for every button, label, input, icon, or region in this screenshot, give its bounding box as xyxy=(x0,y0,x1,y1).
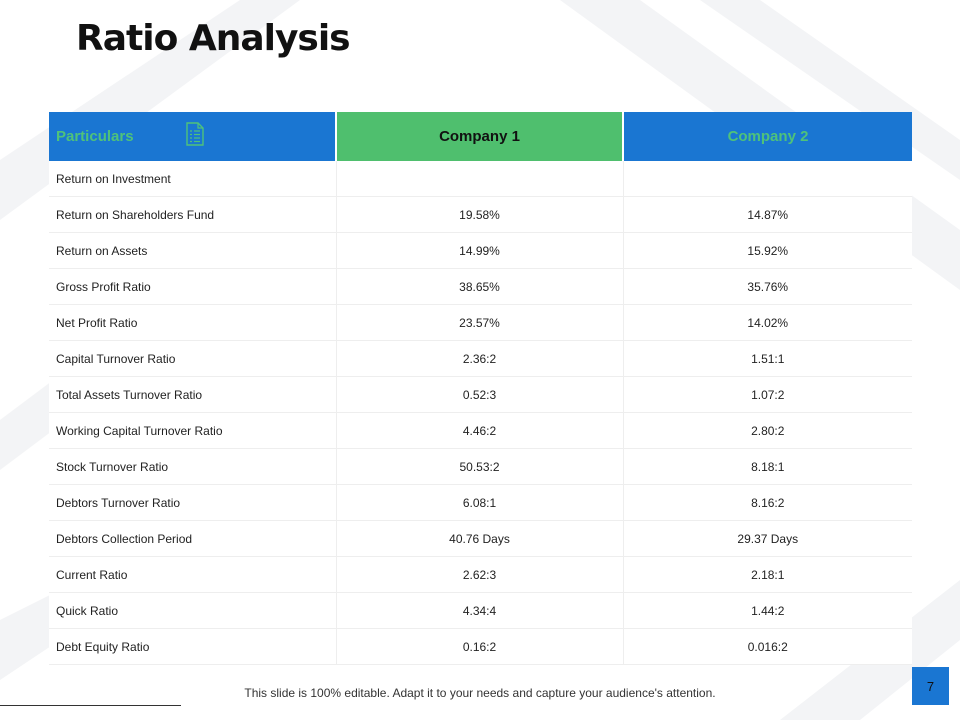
row-label: Debt Equity Ratio xyxy=(49,628,337,665)
ratio-table: Particulars Compan xyxy=(49,112,912,665)
table-row: Gross Profit Ratio 38.65% 35.76% xyxy=(49,268,912,305)
company-1-value xyxy=(336,161,624,197)
company-1-value: 0.52:3 xyxy=(336,376,624,413)
table-row: Current Ratio 2.62:3 2.18:1 xyxy=(49,556,912,593)
table-row: Total Assets Turnover Ratio 0.52:3 1.07:… xyxy=(49,376,912,413)
table-row: Stock Turnover Ratio 50.53:2 8.18:1 xyxy=(49,448,912,485)
table-row: Debtors Turnover Ratio 6.08:1 8.16:2 xyxy=(49,484,912,521)
company-2-value: 2.80:2 xyxy=(623,412,912,449)
table-row: Quick Ratio 4.34:4 1.44:2 xyxy=(49,592,912,629)
row-label: Net Profit Ratio xyxy=(49,304,337,341)
company-2-value: 0.016:2 xyxy=(623,628,912,665)
company-1-value: 23.57% xyxy=(336,304,624,341)
company-1-value: 4.46:2 xyxy=(336,412,624,449)
row-label: Stock Turnover Ratio xyxy=(49,448,337,485)
row-label: Debtors Turnover Ratio xyxy=(49,484,337,521)
company-2-value: 14.87% xyxy=(623,196,912,233)
company-1-value: 4.34:4 xyxy=(336,592,624,629)
company-1-value: 50.53:2 xyxy=(336,448,624,485)
row-label: Total Assets Turnover Ratio xyxy=(49,376,337,413)
company-1-value: 19.58% xyxy=(336,196,624,233)
row-label: Return on Shareholders Fund xyxy=(49,196,337,233)
table-row: Debtors Collection Period 40.76 Days 29.… xyxy=(49,520,912,557)
table-row: Return on Shareholders Fund 19.58% 14.87… xyxy=(49,196,912,233)
company-2-value: 1.44:2 xyxy=(623,592,912,629)
row-label: Quick Ratio xyxy=(49,592,337,629)
table-row: Working Capital Turnover Ratio 4.46:2 2.… xyxy=(49,412,912,449)
row-label: Current Ratio xyxy=(49,556,337,593)
table-row: Debt Equity Ratio 0.16:2 0.016:2 xyxy=(49,628,912,665)
footer-note: This slide is 100% editable. Adapt it to… xyxy=(244,686,716,700)
row-label: Debtors Collection Period xyxy=(49,520,337,557)
table-row: Net Profit Ratio 23.57% 14.02% xyxy=(49,304,912,341)
row-label: Gross Profit Ratio xyxy=(49,268,337,305)
company-2-value: 15.92% xyxy=(623,232,912,269)
header-company-2: Company 2 xyxy=(623,112,912,161)
company-2-value: 35.76% xyxy=(623,268,912,305)
company-1-value: 2.62:3 xyxy=(336,556,624,593)
footer-divider xyxy=(0,705,181,706)
company-1-value: 6.08:1 xyxy=(336,484,624,521)
table-body: Return on Investment Return on Sharehold… xyxy=(49,161,912,665)
company-1-value: 40.76 Days xyxy=(336,520,624,557)
company-1-value: 14.99% xyxy=(336,232,624,269)
page-number: 7 xyxy=(912,667,949,705)
company-1-value: 2.36:2 xyxy=(336,340,624,377)
header-company-1: Company 1 xyxy=(336,112,624,161)
row-label: Capital Turnover Ratio xyxy=(49,340,337,377)
slide-title: Ratio Analysis xyxy=(76,18,351,59)
company-2-value: 2.18:1 xyxy=(623,556,912,593)
document-list-icon xyxy=(186,122,204,146)
table-header-row: Particulars Compan xyxy=(49,112,912,161)
header-particulars: Particulars xyxy=(49,112,337,161)
company-2-value: 1.07:2 xyxy=(623,376,912,413)
table-row: Capital Turnover Ratio 2.36:2 1.51:1 xyxy=(49,340,912,377)
company-2-value: 29.37 Days xyxy=(623,520,912,557)
row-label: Return on Assets xyxy=(49,232,337,269)
company-2-value: 8.18:1 xyxy=(623,448,912,485)
company-1-value: 38.65% xyxy=(336,268,624,305)
row-label: Working Capital Turnover Ratio xyxy=(49,412,337,449)
table-row: Return on Investment xyxy=(49,161,912,197)
table-row: Return on Assets 14.99% 15.92% xyxy=(49,232,912,269)
company-2-value: 14.02% xyxy=(623,304,912,341)
company-2-value xyxy=(623,161,912,197)
company-1-value: 0.16:2 xyxy=(336,628,624,665)
company-2-value: 8.16:2 xyxy=(623,484,912,521)
company-2-value: 1.51:1 xyxy=(623,340,912,377)
row-label: Return on Investment xyxy=(49,161,337,197)
header-particulars-label: Particulars xyxy=(56,128,134,145)
